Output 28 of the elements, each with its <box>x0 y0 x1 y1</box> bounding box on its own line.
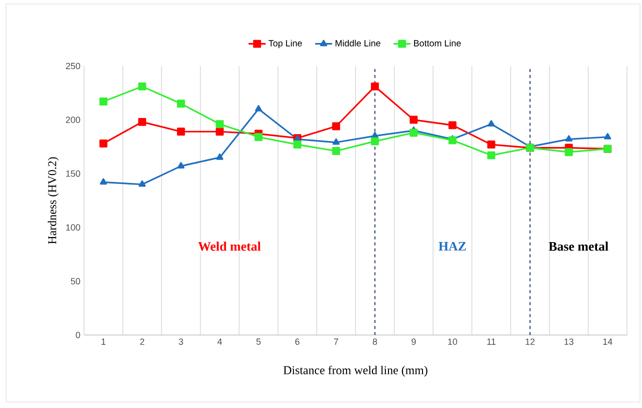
x-axis-title: Distance from weld line (mm) <box>283 366 428 377</box>
y-tick-label: 200 <box>66 116 80 123</box>
legend-label: Middle Line <box>336 40 380 46</box>
y-axis-title: Hardness (HV0.2) <box>48 157 59 244</box>
x-tick-label: 4 <box>217 338 222 345</box>
x-tick-label: 9 <box>412 338 416 345</box>
y-tick-label: 100 <box>66 224 80 231</box>
x-tick-label: 2 <box>140 338 144 345</box>
annotation: Base metal <box>548 242 608 251</box>
y-tick-label: 0 <box>76 332 80 338</box>
x-tick-label: 13 <box>564 338 574 345</box>
x-tick-label: 6 <box>295 338 300 345</box>
legend-label: Bottom Line <box>414 40 461 46</box>
annotation: Weld metal <box>198 242 261 251</box>
x-tick-label: 1 <box>102 338 106 345</box>
x-tick-label: 8 <box>372 338 377 345</box>
x-tick-label: 7 <box>334 338 338 345</box>
x-tick-label: 11 <box>487 338 496 345</box>
annotation: HAZ <box>438 242 466 251</box>
x-tick-label: 10 <box>448 338 458 345</box>
x-tick-label: 5 <box>256 338 261 345</box>
x-tick-label: 12 <box>526 338 535 345</box>
y-tick-label: 50 <box>70 278 80 284</box>
y-tick-label: 250 <box>66 62 80 70</box>
x-tick-label: 3 <box>178 338 184 345</box>
x-tick-label: 14 <box>603 338 612 345</box>
y-tick-label: 150 <box>66 170 80 177</box>
legend-label: Top Line <box>268 40 302 48</box>
